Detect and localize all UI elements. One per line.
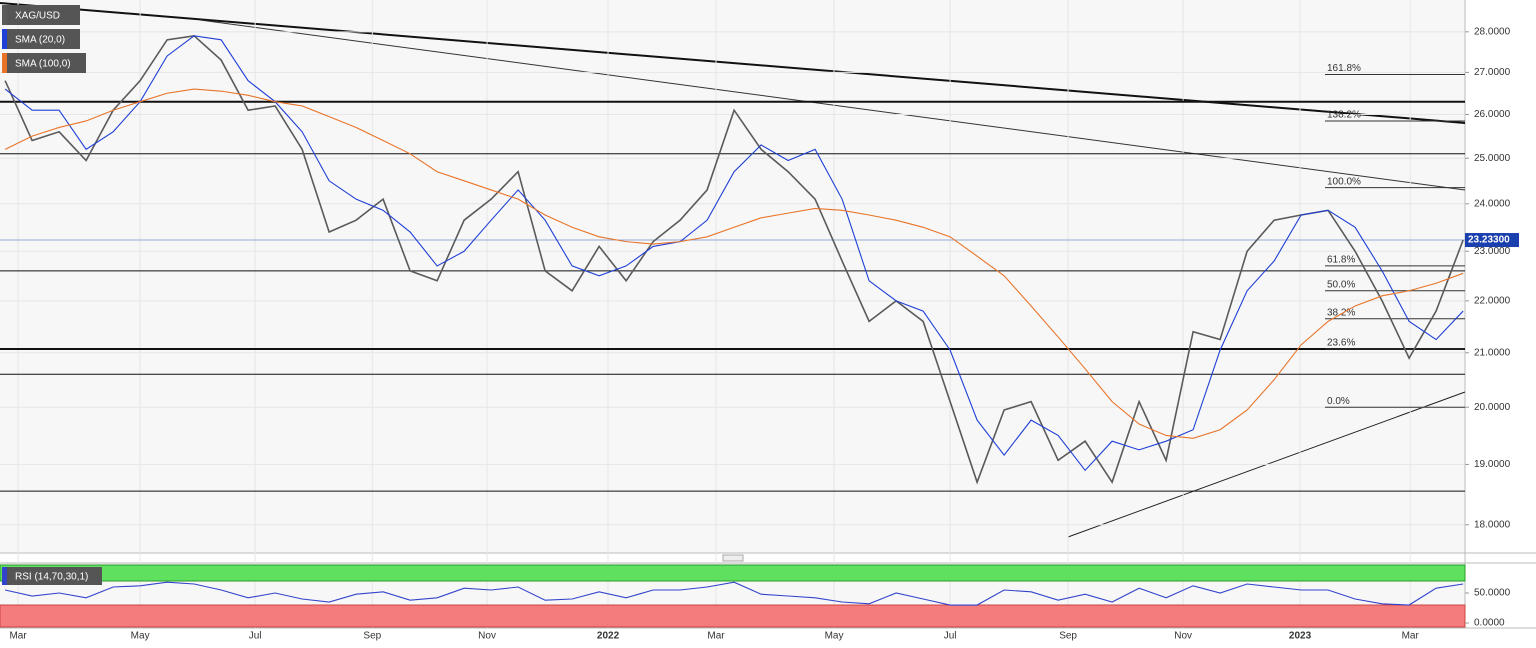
legend-box (2, 567, 102, 585)
fib-label: 23.6% (1327, 338, 1355, 349)
legend-box (2, 29, 80, 49)
y-tick-label: 18.0000 (1474, 519, 1511, 530)
plot-layer: Mar May Jul Sep Nov 2022 Mar May Jul Sep Nov 2023 Ma… (0, 0, 1511, 642)
x-tick-label: Sep (1059, 631, 1077, 642)
trendline (199, 19, 1466, 191)
series-line (5, 581, 1464, 606)
legend-label: SMA (20,0) (15, 35, 65, 46)
fib-label: 0.0% (1327, 396, 1350, 407)
series-line (4, 35, 1464, 472)
y-tick-label: 0.0000 (1474, 618, 1505, 629)
y-tick-label: 24.0000 (1474, 198, 1511, 209)
legend-label: SMA (100,0) (15, 59, 71, 70)
y-tick-label: 20.0000 (1474, 402, 1511, 413)
series-line (4, 88, 1464, 439)
last-price-label: 23.23300 (1468, 235, 1510, 246)
y-tick-label: 19.0000 (1474, 459, 1511, 470)
x-tick-label: Nov (1174, 631, 1192, 642)
y-tick-label: 22.0000 (1474, 296, 1511, 307)
legend-box (2, 5, 80, 25)
fib-label: 61.8% (1327, 255, 1355, 266)
resize-handle-box[interactable] (722, 554, 744, 562)
x-tick-label: Jul (249, 631, 262, 642)
x-tick-label: May (825, 631, 844, 642)
series-line (4, 34, 1464, 485)
legend-box (2, 53, 86, 73)
x-tick-label: Jul (944, 631, 957, 642)
y-tick-label: 26.0000 (1474, 109, 1511, 120)
y-tick-label: 25.0000 (1474, 153, 1511, 164)
x-tick-label: Mar (707, 631, 725, 642)
x-tick-label: Nov (478, 631, 496, 642)
y-tick-label: 28.0000 (1474, 26, 1511, 37)
fib-label: 50.0% (1327, 279, 1355, 290)
overbought-band (0, 564, 1466, 582)
fib-label: 38.2% (1327, 307, 1355, 318)
trendline (0, 2, 1466, 124)
x-tick-label: Mar (1402, 631, 1420, 642)
x-tick-label: May (131, 631, 150, 642)
price-panel (0, 0, 1465, 553)
legend: XAG/USD SMA (20,0) SMA (100,0) RSI (14,7… (2, 5, 102, 585)
resize-handle[interactable] (722, 554, 744, 562)
oversold-band (0, 604, 1466, 628)
fib-label: 161.8% (1327, 63, 1361, 74)
last-price-tag (1465, 233, 1519, 248)
fib-label: 138.2% (1327, 110, 1361, 121)
legend-swatch (2, 53, 7, 73)
y-tick-label: 50.0000 (1474, 588, 1511, 599)
y-tick-label: 23.0000 (1474, 246, 1511, 257)
x-tick-label: Sep (363, 631, 381, 642)
legend-swatch (2, 567, 7, 585)
fib-label: 100.0% (1327, 176, 1361, 187)
legend-swatch (2, 29, 7, 49)
legend-label: RSI (14,70,30,1) (15, 572, 88, 583)
x-tick-label: 2022 (597, 631, 620, 642)
y-tick-label: 27.0000 (1474, 67, 1511, 78)
x-tick-label: 2023 (1289, 631, 1312, 642)
y-tick-label: 21.0000 (1474, 347, 1511, 358)
legend-swatch (2, 5, 7, 25)
legend-label: XAG/USD (15, 11, 60, 22)
x-tick-label: Mar (9, 631, 27, 642)
